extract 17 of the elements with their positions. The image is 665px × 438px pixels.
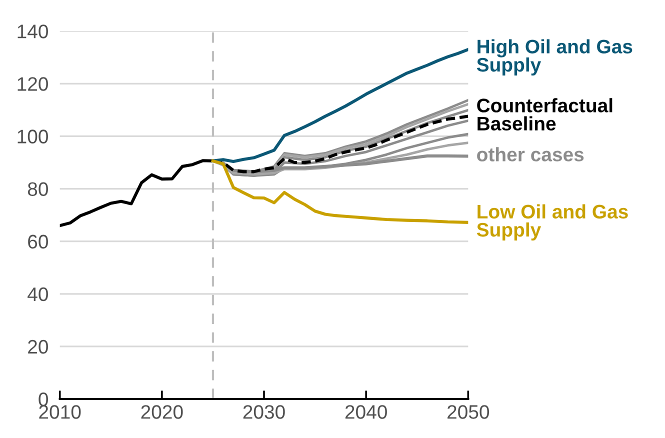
series-label: High Oil and Gas Supply — [476, 39, 632, 76]
x-tick-label: 2010 — [39, 405, 81, 419]
y-tick-label: 60 — [28, 234, 48, 249]
y-tick-label: 140 — [18, 24, 48, 38]
y-tick-label: 120 — [18, 77, 48, 91]
y-tick-label: 80 — [28, 182, 48, 196]
series-label: Counterfactual Baseline — [477, 98, 612, 131]
x-tick-label: 2040 — [345, 405, 387, 419]
y-tick-label: 40 — [28, 287, 48, 302]
y-tick-label: 20 — [28, 340, 48, 354]
series-label: other cases — [477, 147, 584, 162]
x-tick-label: 2050 — [448, 405, 490, 419]
x-tick-label: 2020 — [141, 405, 183, 419]
y-tick-label: 0 — [38, 392, 48, 406]
x-tick-label: 2030 — [243, 405, 285, 419]
y-tick-label: 100 — [18, 130, 48, 144]
series-label: Low Oil and Gas Supply — [476, 204, 628, 241]
